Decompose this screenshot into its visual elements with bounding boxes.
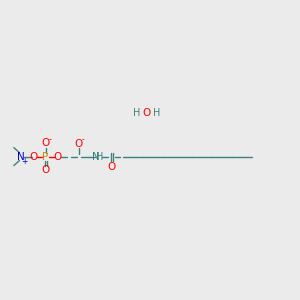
Text: -: - (48, 135, 51, 144)
Text: H: H (153, 107, 161, 118)
Text: H: H (96, 152, 103, 162)
Text: H: H (133, 107, 140, 118)
Text: O: O (30, 152, 38, 162)
Text: O: O (53, 152, 62, 162)
Text: O: O (41, 165, 50, 175)
Text: N: N (16, 152, 24, 162)
Text: O: O (142, 107, 151, 118)
Text: O: O (41, 138, 50, 148)
Text: O: O (75, 139, 83, 149)
Text: O: O (107, 161, 116, 172)
Text: N: N (92, 152, 100, 162)
Text: -: - (82, 136, 85, 145)
Text: P: P (43, 152, 49, 162)
Text: +: + (21, 157, 28, 166)
